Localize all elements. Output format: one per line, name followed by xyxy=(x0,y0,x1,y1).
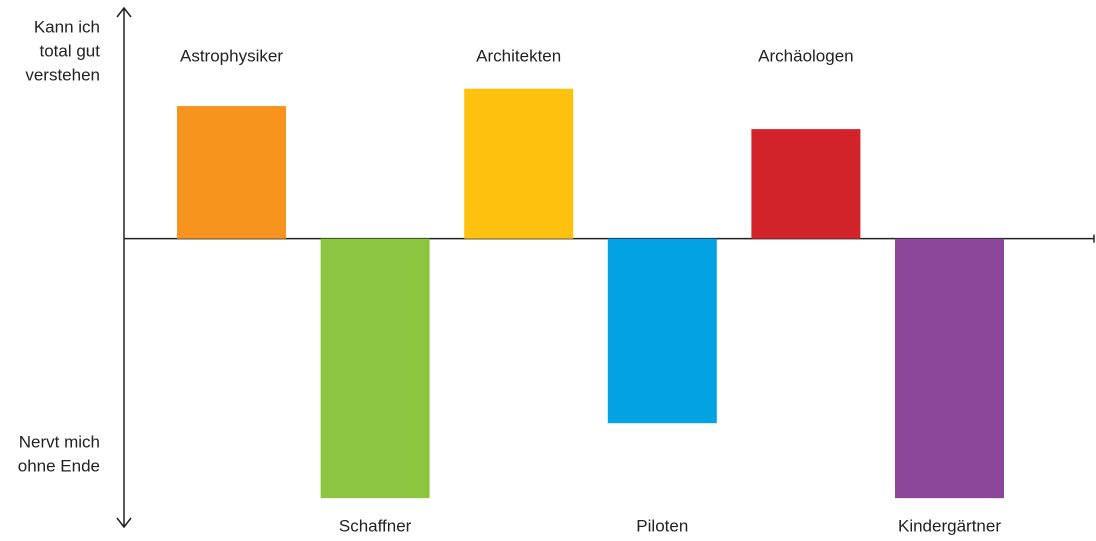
y-axis-label-top: verstehen xyxy=(25,65,100,84)
bar xyxy=(751,129,861,239)
category-label: Piloten xyxy=(636,516,688,535)
bar xyxy=(320,238,430,499)
y-axis xyxy=(116,6,132,529)
bar xyxy=(607,238,717,424)
y-axis-label-top: total gut xyxy=(40,41,101,60)
bar xyxy=(464,88,574,239)
category-label: Schaffner xyxy=(339,516,412,535)
category-label: Archäologen xyxy=(758,46,853,65)
category-label: Astrophysiker xyxy=(180,46,283,65)
y-axis-label-top: Kann ich xyxy=(34,17,100,36)
bar xyxy=(177,106,286,239)
category-label: Kindergärtner xyxy=(898,516,1001,535)
category-label: Architekten xyxy=(476,46,561,65)
y-axis-label-bottom: Nervt mich xyxy=(19,432,100,451)
bar xyxy=(895,238,1004,499)
y-axis-label-bottom: ohne Ende xyxy=(18,456,100,475)
